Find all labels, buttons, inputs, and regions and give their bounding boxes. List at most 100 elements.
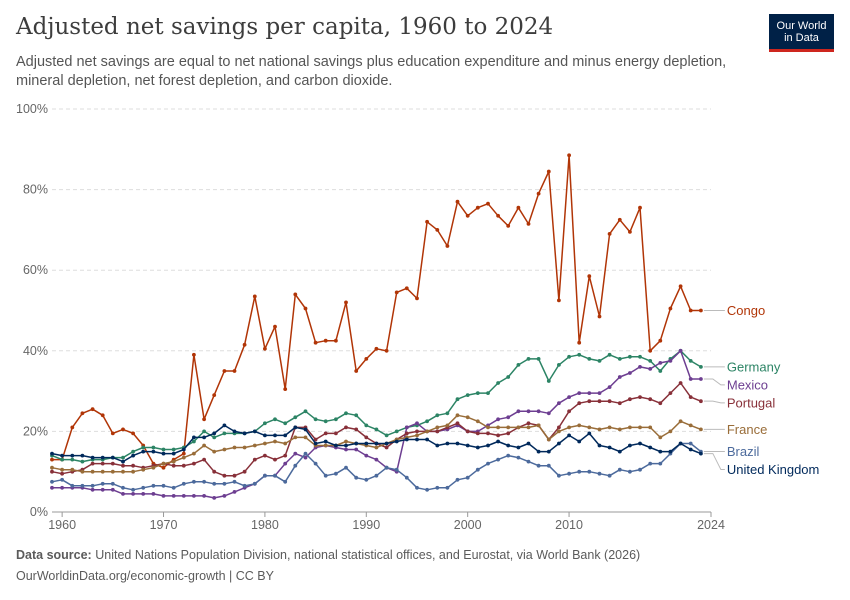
x-tick-label: 1980 bbox=[251, 518, 279, 532]
data-point bbox=[587, 431, 592, 436]
data-point bbox=[435, 228, 440, 232]
data-point bbox=[131, 449, 136, 454]
data-point bbox=[80, 483, 85, 488]
data-point bbox=[587, 391, 592, 395]
series-label: Mexico bbox=[727, 377, 768, 392]
data-point bbox=[192, 461, 196, 466]
data-point bbox=[465, 443, 470, 448]
data-point bbox=[475, 431, 480, 436]
data-point bbox=[364, 423, 369, 428]
data-point bbox=[80, 453, 85, 458]
data-point bbox=[192, 439, 196, 444]
x-tick-label: 1990 bbox=[352, 518, 380, 532]
data-point bbox=[658, 369, 663, 373]
x-tick-label: 2024 bbox=[697, 518, 725, 532]
data-point bbox=[435, 485, 440, 490]
data-point bbox=[171, 447, 176, 452]
data-point bbox=[658, 338, 663, 343]
data-point bbox=[354, 413, 359, 418]
data-point bbox=[678, 441, 683, 446]
data-point bbox=[121, 455, 125, 460]
data-point bbox=[90, 455, 95, 460]
data-point bbox=[60, 477, 64, 482]
data-point bbox=[222, 473, 227, 478]
data-point bbox=[587, 357, 592, 361]
data-point bbox=[699, 365, 703, 369]
data-point bbox=[404, 437, 409, 442]
data-point bbox=[536, 449, 541, 454]
data-point bbox=[394, 467, 399, 472]
logo-line-1: Our World bbox=[776, 20, 827, 32]
data-point bbox=[252, 457, 257, 462]
data-point bbox=[70, 467, 75, 472]
data-point bbox=[50, 457, 54, 462]
data-point bbox=[334, 338, 338, 343]
data-point bbox=[202, 417, 207, 422]
data-point bbox=[506, 443, 511, 448]
data-point bbox=[60, 457, 64, 462]
data-point bbox=[658, 401, 663, 406]
data-point bbox=[202, 443, 207, 448]
data-point bbox=[283, 479, 288, 484]
data-point bbox=[648, 425, 653, 430]
data-point bbox=[465, 429, 470, 434]
data-point bbox=[334, 417, 338, 422]
data-point bbox=[617, 217, 622, 222]
data-point bbox=[445, 423, 450, 428]
data-point bbox=[455, 421, 460, 426]
data-point bbox=[100, 413, 105, 418]
data-point bbox=[161, 451, 166, 456]
data-point bbox=[475, 467, 480, 472]
data-point bbox=[699, 308, 703, 313]
data-point bbox=[415, 421, 419, 426]
data-point bbox=[567, 395, 571, 399]
data-point bbox=[283, 461, 288, 466]
data-point bbox=[597, 443, 602, 448]
data-point bbox=[384, 445, 389, 450]
data-point bbox=[526, 421, 531, 426]
data-point bbox=[577, 401, 582, 406]
series-label: Portugal bbox=[727, 395, 776, 410]
data-point bbox=[536, 423, 541, 428]
data-point bbox=[496, 213, 500, 218]
data-point bbox=[415, 296, 419, 301]
data-point bbox=[435, 413, 440, 418]
data-point bbox=[70, 425, 75, 430]
data-point bbox=[121, 459, 125, 464]
data-point bbox=[475, 205, 480, 210]
data-point bbox=[242, 431, 247, 436]
data-point bbox=[323, 419, 328, 424]
data-point bbox=[668, 429, 673, 434]
data-point bbox=[455, 397, 460, 402]
owid-url[interactable]: OurWorldinData.org/economic-growth | CC … bbox=[16, 569, 274, 583]
data-point bbox=[313, 461, 318, 466]
data-point bbox=[293, 463, 298, 468]
data-point bbox=[374, 445, 379, 450]
x-tick-label: 1970 bbox=[150, 518, 178, 532]
data-point bbox=[212, 449, 217, 454]
data-point bbox=[110, 431, 115, 436]
owid-logo[interactable]: Our World in Data bbox=[769, 14, 834, 52]
data-point bbox=[465, 475, 470, 480]
data-point bbox=[384, 441, 389, 446]
data-point bbox=[374, 441, 379, 446]
data-point bbox=[628, 397, 632, 402]
data-point bbox=[628, 425, 632, 430]
data-point bbox=[699, 451, 703, 456]
data-point bbox=[212, 435, 217, 440]
data-point bbox=[344, 300, 348, 305]
label-connector bbox=[703, 400, 725, 404]
data-point bbox=[688, 441, 693, 446]
data-point bbox=[141, 467, 146, 472]
data-point bbox=[293, 415, 298, 420]
data-point bbox=[486, 431, 490, 436]
data-point bbox=[303, 427, 308, 432]
data-point bbox=[171, 451, 176, 456]
data-point bbox=[181, 455, 186, 460]
data-point bbox=[242, 342, 247, 347]
data-point bbox=[648, 397, 653, 402]
data-point bbox=[557, 425, 561, 430]
chart-subtitle: Adjusted net savings are equal to net na… bbox=[16, 54, 727, 89]
data-point bbox=[617, 427, 622, 432]
